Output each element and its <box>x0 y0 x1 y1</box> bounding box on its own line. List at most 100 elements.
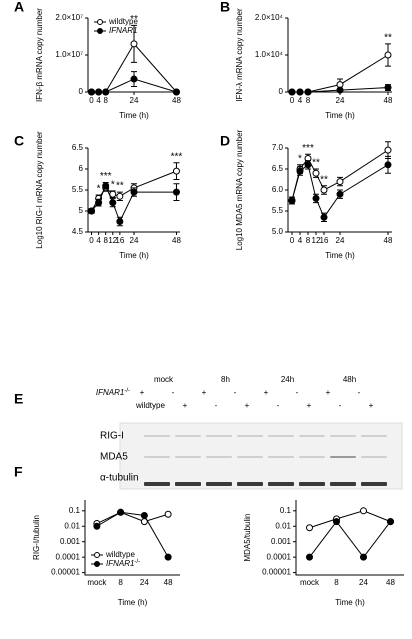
data-point <box>130 40 138 48</box>
y-tick-label: 5.0 <box>272 227 284 236</box>
y-tick-label: 5.5 <box>272 206 284 215</box>
x-tick-label: 48 <box>164 578 173 587</box>
x-tick-label: 8 <box>103 236 108 245</box>
sign: + <box>264 388 269 397</box>
data-point <box>312 194 320 202</box>
legend-marker <box>97 19 103 25</box>
x-tick-label: 8 <box>306 236 311 245</box>
x-tick-label: 4 <box>298 236 303 245</box>
band <box>206 456 232 458</box>
sign: + <box>369 401 374 410</box>
y-axis-label: IFN-β mRNA copy number <box>35 8 44 102</box>
sign: - <box>358 388 361 397</box>
data-point <box>296 167 304 175</box>
band <box>237 435 263 437</box>
sign: - <box>172 388 175 397</box>
y-tick-label: 4.5 <box>72 227 84 236</box>
x-tick-label: 0 <box>89 236 94 245</box>
data-point <box>130 75 138 83</box>
x-tick-label: 48 <box>172 96 181 105</box>
band <box>144 435 170 437</box>
legend-marker <box>94 552 100 558</box>
y-tick-label: 0 <box>279 87 284 96</box>
data-point <box>102 182 110 190</box>
band <box>175 456 201 458</box>
data-point <box>164 553 172 561</box>
x-tick-label: 48 <box>384 236 393 245</box>
series-line <box>309 520 391 558</box>
legend-label: wildtype <box>108 17 138 26</box>
y-tick-label: 0.001 <box>60 537 81 546</box>
data-point <box>336 178 344 186</box>
data-point <box>336 86 344 94</box>
data-point <box>306 553 313 561</box>
data-point <box>172 188 180 196</box>
series-line <box>96 511 169 558</box>
x-tick-label: 4 <box>96 236 101 245</box>
x-axis-label: Time (h) <box>119 111 149 120</box>
band <box>299 456 325 458</box>
y-tick-label: 0.01 <box>64 521 80 530</box>
y-axis-label: RIG-I/tubulin <box>32 515 41 560</box>
x-tick-label: 24 <box>130 236 139 245</box>
data-point <box>140 511 148 519</box>
y-tick-label: 6.5 <box>272 164 284 173</box>
x-tick-label: 24 <box>140 578 149 587</box>
annotation: * <box>97 184 101 195</box>
y-tick-label: 0 <box>79 87 84 96</box>
band <box>206 435 232 437</box>
y-tick-label: 0.00001 <box>51 568 80 577</box>
series-line <box>96 511 169 524</box>
x-tick-label: 24 <box>336 96 345 105</box>
row-name: wildtype <box>135 401 165 410</box>
y-tick-label: 0.001 <box>271 537 292 546</box>
annotation: *** <box>171 151 183 162</box>
data-point <box>306 524 313 532</box>
sign: - <box>234 388 237 397</box>
y-tick-label: 1.0×10⁴ <box>255 50 284 59</box>
row-label: wildtype <box>135 401 165 410</box>
panel-label: D <box>220 133 230 149</box>
data-point <box>88 207 96 215</box>
data-point <box>164 510 172 518</box>
annotation: ** <box>384 33 392 44</box>
y-tick-label: 5 <box>79 206 84 215</box>
x-axis-label: Time (h) <box>118 598 148 607</box>
band <box>206 482 232 486</box>
legend-name: wildtype <box>108 17 138 26</box>
data-point <box>95 88 103 96</box>
y-tick-label: 0.0001 <box>56 552 81 561</box>
legend-sup: -/- <box>134 559 140 565</box>
y-tick-label: 5.5 <box>72 185 84 194</box>
x-tick-label: 8 <box>103 96 108 105</box>
annotation: ** <box>130 14 138 25</box>
y-axis-label: MDA5/tubulin <box>243 513 252 561</box>
sign: + <box>183 401 188 410</box>
x-tick-label: 48 <box>386 578 395 587</box>
legend-name: IFNAR1 <box>106 559 134 568</box>
annotation: ** <box>116 181 124 192</box>
data-point <box>384 84 392 92</box>
band-label: α-tubulin <box>100 473 139 484</box>
y-tick-label: 6 <box>79 164 84 173</box>
annotation: ** <box>320 174 328 185</box>
annotation: *** <box>100 171 112 182</box>
band-label: RIG-I <box>100 431 124 442</box>
band <box>299 482 325 486</box>
data-point <box>304 88 312 96</box>
band <box>361 482 387 486</box>
y-tick-label: 1.0×10⁷ <box>55 50 83 59</box>
annotation: * <box>298 153 302 164</box>
legend-label: IFNAR1 <box>109 26 137 35</box>
data-point <box>296 88 304 96</box>
data-point <box>172 167 180 175</box>
band <box>361 456 387 458</box>
axis-line <box>84 500 180 576</box>
data-point <box>360 553 367 561</box>
band <box>237 456 263 458</box>
x-tick-label: mock <box>87 578 107 587</box>
data-point <box>384 51 392 59</box>
data-point <box>102 88 110 96</box>
data-point <box>384 146 392 154</box>
